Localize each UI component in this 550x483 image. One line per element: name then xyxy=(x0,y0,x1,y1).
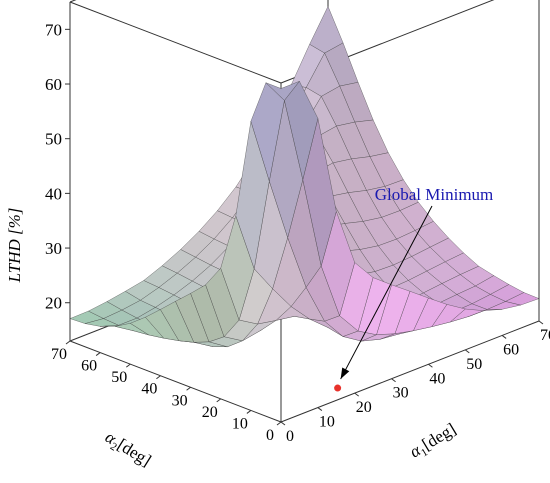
z-axis-label: LTHD [%] xyxy=(5,208,24,284)
y-tick-label: 10 xyxy=(232,415,248,432)
y-axis-label-unit: [deg] xyxy=(114,435,154,470)
y-tick-label: 40 xyxy=(141,381,157,398)
z-tick-label: 40 xyxy=(45,184,62,203)
global-minimum-marker xyxy=(334,384,342,392)
x-tick xyxy=(428,363,433,368)
axis-ticks: 0 10 20 30 40 50 60 70 0 10 20 30 40 50 60 70 20 30 40 50 60… xyxy=(45,20,550,445)
z-tick-label: 20 xyxy=(45,294,62,313)
x-tick xyxy=(391,378,396,383)
box-front-edges xyxy=(69,0,540,423)
y-tick-label: 30 xyxy=(172,392,188,409)
z-tick-label: 60 xyxy=(45,75,62,94)
x-tick-label: 10 xyxy=(319,414,335,431)
y-tick-label: 50 xyxy=(111,369,127,386)
y-tick xyxy=(276,421,282,426)
x-tick xyxy=(538,320,544,325)
y-tick xyxy=(186,386,191,391)
y-tick xyxy=(246,410,252,414)
y-tick xyxy=(156,375,161,380)
x-tick-label: 30 xyxy=(393,385,409,402)
y-tick xyxy=(65,340,71,345)
y-tick xyxy=(125,363,131,368)
y-tick xyxy=(216,398,222,403)
x-tick xyxy=(280,421,286,426)
x-tick xyxy=(501,335,507,339)
x-tick xyxy=(464,349,470,354)
z-tick-label: 30 xyxy=(45,239,62,258)
x-tick xyxy=(354,392,360,397)
x-tick-label: 0 xyxy=(286,428,294,445)
y-tick-label: 70 xyxy=(51,346,67,363)
y-tick-label: 60 xyxy=(81,358,97,375)
y-axis-label-sub: 2 xyxy=(108,440,119,453)
z-tick-label: 70 xyxy=(45,20,62,39)
box-edge xyxy=(69,0,77,3)
z-tick-label: 50 xyxy=(45,130,62,149)
annotation-arrowhead xyxy=(340,367,350,380)
x-tick-label: 20 xyxy=(356,399,372,416)
box-edge xyxy=(69,340,282,423)
y-tick xyxy=(95,352,101,356)
box-edge xyxy=(280,320,540,423)
surface-patch xyxy=(265,80,301,101)
x-tick-label: 50 xyxy=(466,356,482,373)
x-tick-label: 40 xyxy=(429,370,445,387)
global-minimum-label: Global Minimum xyxy=(375,185,494,204)
y-axis-label: α2[deg] xyxy=(100,427,154,472)
x-tick xyxy=(317,407,323,411)
x-tick-label: 60 xyxy=(503,341,519,358)
x-tick-label: 70 xyxy=(540,327,550,344)
box-edge xyxy=(69,1,282,84)
x-axis-label-sub: 1 xyxy=(419,446,430,459)
x-axis-label: α1[deg] xyxy=(406,419,460,464)
x-axis-label-unit: [deg] xyxy=(419,419,460,454)
lthd-surface xyxy=(69,5,540,348)
y-tick-label: 0 xyxy=(266,427,274,444)
y-tick-label: 20 xyxy=(202,404,218,421)
annotation-arrow xyxy=(340,205,433,380)
